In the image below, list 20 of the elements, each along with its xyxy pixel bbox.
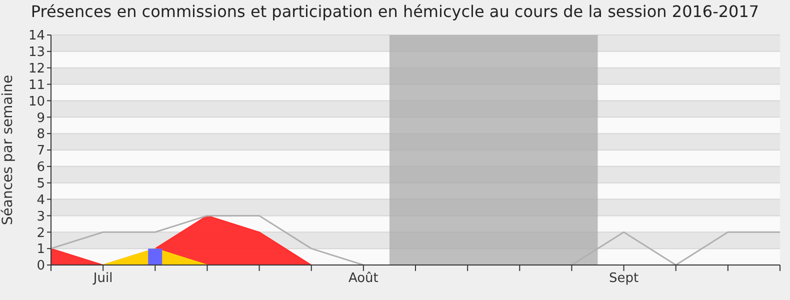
y-axis-title: Séances par semaine [0,74,16,226]
y-tick-label: 11 [28,78,45,93]
y-tick-label: 13 [28,45,45,60]
y-tick-label: 9 [36,110,45,126]
x-tick-label: Sept [608,271,639,286]
y-tick-label: 8 [36,127,45,142]
chart-title: Présences en commissions et participation en hémicycle au cours de la session 2016-2017 [30,2,760,21]
x-tick-label: Juil [92,271,113,286]
y-tick-label: 7 [36,144,45,159]
y-tick-label: 6 [36,160,45,176]
y-tick-label: 0 [36,258,45,274]
x-tick-label: Août [348,271,378,286]
y-tick-label: 14 [28,28,45,44]
y-tick-label: 3 [36,209,45,224]
y-tick-label: 1 [36,242,45,258]
y-tick-label: 10 [28,94,45,110]
y-tick-label: 4 [36,192,45,208]
y-tick-label: 12 [28,61,45,76]
y-tick-label: 5 [36,176,45,192]
y-tick-label: 2 [36,226,45,241]
